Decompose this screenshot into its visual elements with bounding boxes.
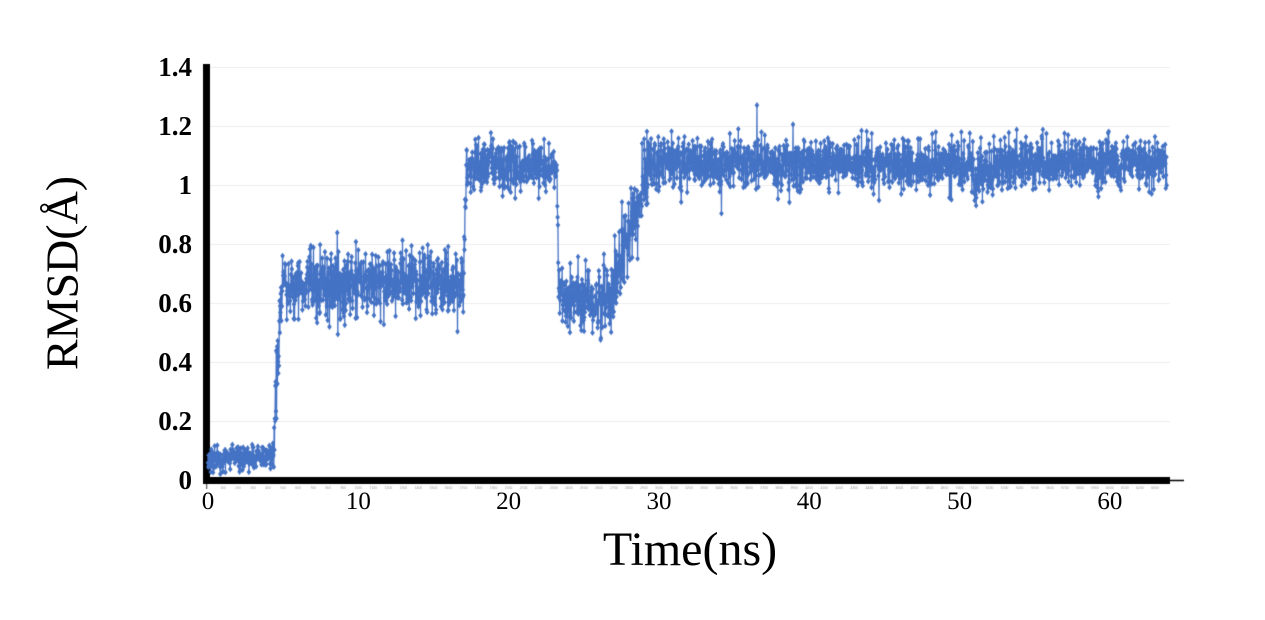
- x-tick-label: 40: [796, 488, 822, 515]
- y-tick-label: 1: [178, 170, 193, 200]
- x-tick-label: 10: [345, 488, 371, 515]
- y-tick-label: 0.4: [158, 347, 192, 377]
- x-axis-label: Time(ns): [602, 523, 778, 576]
- y-tick-label: 0: [178, 465, 193, 495]
- x-tick-label: 60: [1097, 488, 1123, 515]
- y-tick-label: 1.4: [158, 52, 192, 82]
- x-tick-label: 50: [947, 488, 973, 515]
- y-tick-label: 0.6: [158, 288, 192, 318]
- y-axis-label: RMSD(Å): [36, 175, 88, 371]
- x-tick-label: 0: [201, 488, 215, 515]
- y-tick-label: 0.8: [158, 229, 192, 259]
- x-tick-label: 20: [496, 488, 522, 515]
- y-tick-label: 0.2: [158, 406, 192, 436]
- x-tick-label: 30: [646, 488, 672, 515]
- y-tick-label: 1.2: [158, 111, 192, 141]
